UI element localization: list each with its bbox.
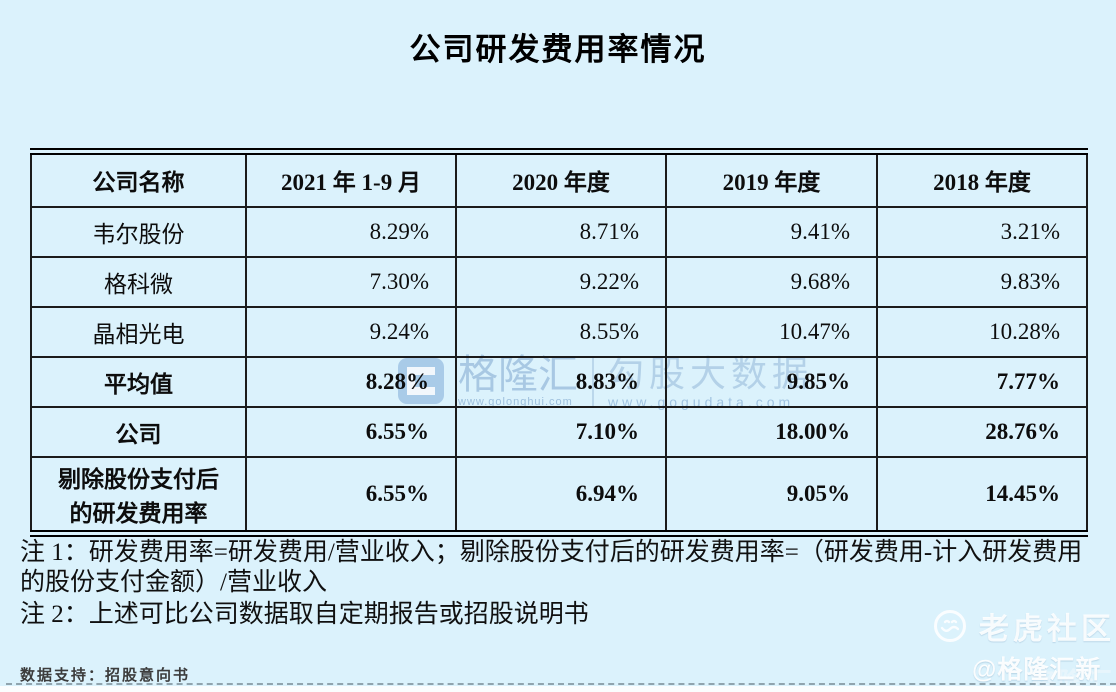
cell-value: 10.28% [876,305,1088,358]
cell-value: 8.83% [455,355,667,408]
cell-value: 9.22% [455,255,667,308]
row-label: 剔除股份支付后的研发费用率 [30,455,247,534]
cell-value: 18.00% [665,405,878,458]
row-label: 韦尔股份 [30,205,247,258]
data-support-label: 数据支持：招股意向书 [20,667,191,684]
cell-value: 9.05% [665,455,878,534]
footer-dashed-divider [6,683,1116,685]
row-label: 公司 [30,405,247,458]
col-header-2021: 2021 年 1-9 月 [245,150,457,208]
cell-value: 9.68% [665,255,878,308]
footnotes: 注 1：研发费用率=研发费用/营业收入；剔除股份支付后的研发费用率=（研发费用-… [20,538,1098,632]
cell-value: 28.76% [876,405,1088,458]
row-label: 晶相光电 [30,305,247,358]
cell-value: 9.85% [665,355,878,408]
cell-value: 7.77% [876,355,1088,408]
cell-value: 3.21% [876,205,1088,258]
table-row-company: 公司 6.55% 7.10% 18.00% 28.76% [30,405,1088,458]
table-row-jingxiang: 晶相光电 9.24% 8.55% 10.47% 10.28% [30,305,1088,358]
row-label: 格科微 [30,255,247,308]
cell-value: 9.83% [876,255,1088,308]
col-header-2018: 2018 年度 [876,150,1088,208]
col-header-company-name: 公司名称 [30,150,247,208]
table-row-excl-share-payment: 剔除股份支付后的研发费用率 6.55% 6.94% 9.05% 14.45% [30,455,1088,534]
table-row-gekewei: 格科微 7.30% 9.22% 9.68% 9.83% [30,255,1088,308]
row-label: 平均值 [30,355,247,408]
cell-value: 14.45% [876,455,1088,534]
cell-value: 7.30% [245,255,457,308]
table-row-average: 平均值 8.28% 8.83% 9.85% 7.77% [30,355,1088,408]
cell-value: 7.10% [455,405,667,458]
table-row-weier: 韦尔股份 8.29% 8.71% 9.41% 3.21% [30,205,1088,258]
cell-value: 6.55% [245,455,457,534]
cell-value: 8.55% [455,305,667,358]
cell-value: 10.47% [665,305,878,358]
page-title: 公司研发费用率情况 [409,32,707,67]
note-1: 注 1：研发费用率=研发费用/营业收入；剔除股份支付后的研发费用率=（研发费用-… [20,539,1083,596]
bottom-strip [0,686,1116,692]
cell-value: 8.28% [245,355,457,408]
cell-value: 9.24% [245,305,457,358]
cell-value: 8.29% [245,205,457,258]
col-header-2019: 2019 年度 [665,150,878,208]
cell-value: 6.94% [455,455,667,534]
col-header-2020: 2020 年度 [455,150,667,208]
cell-value: 8.71% [455,205,667,258]
cell-value: 9.41% [665,205,878,258]
note-2: 注 2：上述可比公司数据取自定期报告或招股说明书 [20,601,589,628]
cell-value: 6.55% [245,405,457,458]
rd-expense-ratio-table: 公司名称 2021 年 1-9 月 2020 年度 2019 年度 2018 年… [30,148,1088,537]
header-row: 公司名称 2021 年 1-9 月 2020 年度 2019 年度 2018 年… [30,150,1088,208]
